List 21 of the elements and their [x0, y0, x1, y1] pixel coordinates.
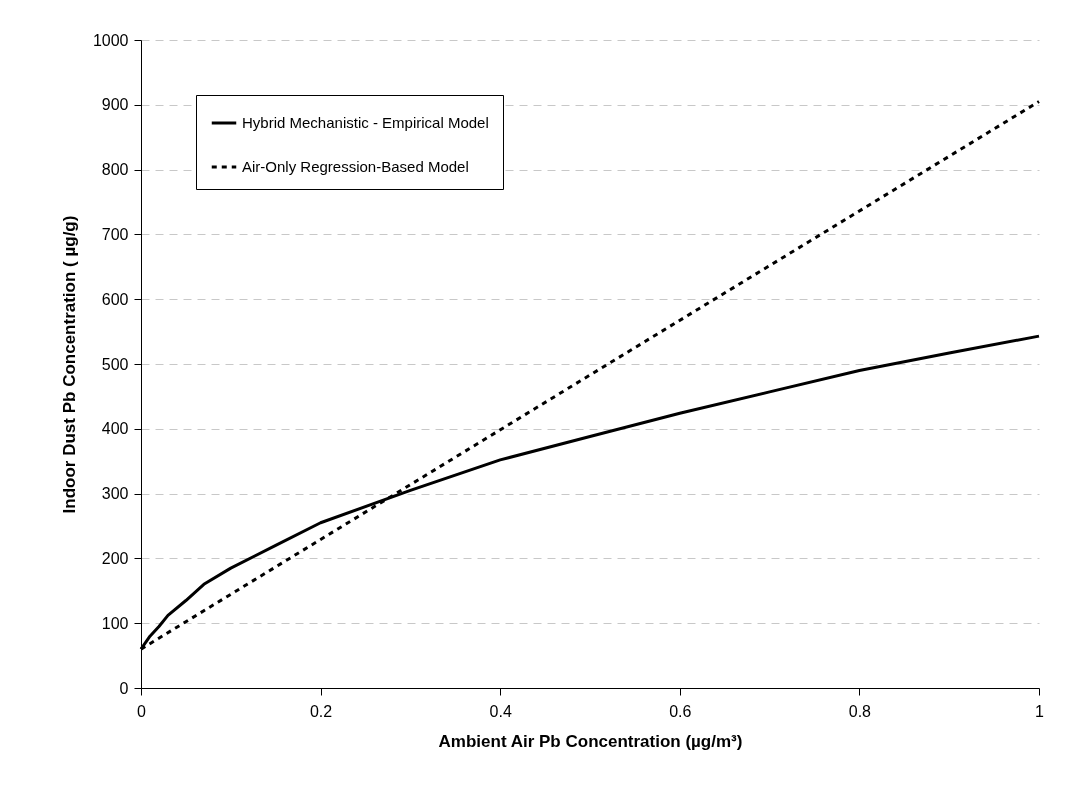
x-tick-label: 0.6	[669, 702, 692, 720]
y-tick-label: 400	[101, 420, 129, 438]
y-tick-label: 600	[101, 290, 129, 308]
y-tick-label: 100	[101, 614, 129, 632]
y-tick-label: 0	[119, 679, 129, 697]
y-tick-label: 500	[101, 355, 129, 373]
y-tick-label: 700	[101, 225, 129, 243]
y-tick-label: 900	[101, 96, 129, 114]
legend-label: Hybrid Mechanistic - Empirical Model	[242, 114, 489, 131]
y-tick-label: 1000	[92, 31, 129, 49]
y-tick-label: 300	[101, 485, 129, 503]
x-tick-label: 1	[1035, 702, 1045, 720]
y-tick-label: 800	[101, 161, 129, 179]
x-axis-title: Ambient Air Pb Concentration (µg/m³)	[438, 731, 743, 751]
x-tick-label: 0.2	[309, 702, 333, 720]
x-tick-label: 0.4	[489, 702, 512, 720]
legend-label: Air-Only Regression-Based Model	[242, 158, 469, 175]
y-axis-title: Indoor Dust Pb Concentration ( µg/g)	[59, 215, 79, 514]
y-tick-label: 200	[101, 549, 129, 567]
x-tick-label: 0	[137, 702, 147, 720]
x-tick-label: 0.8	[848, 702, 872, 720]
